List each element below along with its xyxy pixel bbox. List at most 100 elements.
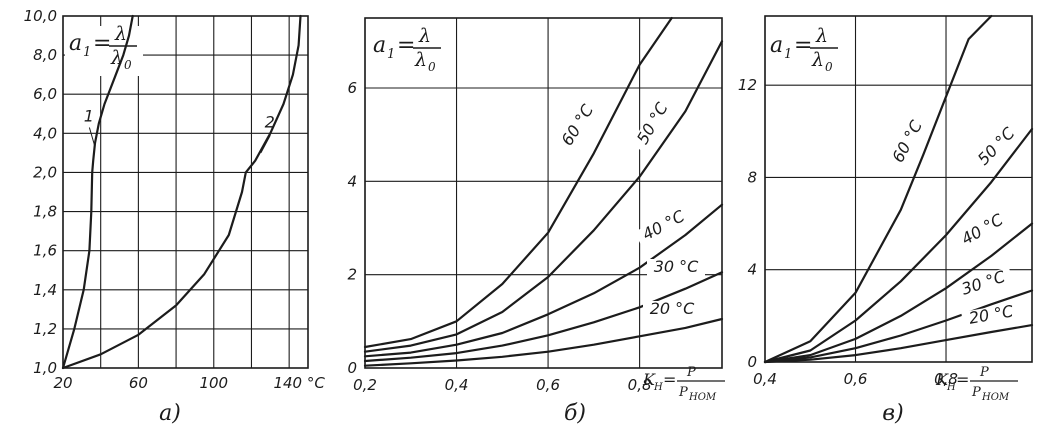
grid bbox=[62, 15, 308, 369]
curve-1 bbox=[61, 14, 134, 370]
y-tick-label: 2,0 bbox=[33, 163, 57, 181]
curve-50c bbox=[363, 40, 724, 353]
formula-denominator-subscript: 0 bbox=[428, 60, 436, 74]
curve-30c bbox=[763, 289, 1034, 364]
y-tick-label: 4 bbox=[747, 261, 757, 279]
y-tick-label: 1,4 bbox=[33, 281, 57, 299]
formula-numerator: λ bbox=[114, 23, 127, 45]
y-tick-label: 1,2 bbox=[33, 320, 57, 338]
curve-2 bbox=[61, 14, 302, 370]
curve-50c bbox=[763, 127, 1034, 364]
formula-numerator: λ bbox=[815, 25, 828, 47]
curve-1-leader bbox=[88, 127, 96, 148]
formula-a1: a 1 = λλ 0 bbox=[69, 23, 137, 72]
series-label-background bbox=[970, 120, 1024, 175]
series-label-background bbox=[953, 208, 1013, 253]
x-tick-label: 0,4 bbox=[753, 370, 777, 388]
xlabel-numerator: P bbox=[686, 365, 696, 380]
xlabel-denominator-subscript: НОМ bbox=[981, 392, 1010, 403]
x-tick-label: 0,6 bbox=[536, 376, 560, 394]
formula-equals: = bbox=[397, 33, 415, 58]
xlabel-equals: = bbox=[956, 370, 969, 389]
x-tick-label: 0,4 bbox=[445, 376, 469, 394]
x-tick-label: 0,8 bbox=[934, 370, 958, 388]
xlabel-k: K bbox=[935, 370, 949, 389]
y-tick-label: 1,8 bbox=[33, 203, 57, 221]
plot-frame bbox=[764, 15, 1033, 363]
xlabel-numerator: P bbox=[979, 365, 989, 380]
x-tick-label: 140 °C bbox=[273, 374, 325, 392]
x-axis-label: K Н = PP НОМ bbox=[935, 365, 1018, 403]
y-tick-label: 6,0 bbox=[33, 85, 57, 103]
series-label-background bbox=[643, 301, 701, 319]
panel-caption: б) bbox=[564, 401, 586, 426]
panel-a: 1,01,21,41,61,82,04,06,08,010,020 60 100 14… bbox=[24, 7, 326, 426]
curve-60c bbox=[763, 14, 993, 364]
series-label-background bbox=[961, 302, 1022, 330]
x-tick-label: 0,8 bbox=[628, 376, 652, 394]
curve-40c bbox=[363, 203, 724, 358]
plot-frame bbox=[364, 17, 723, 369]
x-tick-label: 0,6 bbox=[844, 370, 868, 388]
formula-lhs: a bbox=[373, 33, 386, 58]
formula-lhs: a bbox=[770, 33, 783, 58]
y-tick-label: 10,0 bbox=[24, 7, 57, 25]
curve-20c bbox=[363, 317, 724, 367]
formula-equals: = bbox=[93, 31, 111, 56]
series-label-background bbox=[886, 112, 931, 172]
series-label: 40 °C bbox=[958, 209, 1007, 248]
formula-denominator: λ bbox=[414, 49, 427, 71]
curve-40c bbox=[763, 222, 1034, 364]
series-label: 30 °C bbox=[654, 257, 699, 276]
series-label-background bbox=[631, 94, 676, 154]
y-tick-label: 8,0 bbox=[33, 46, 57, 64]
formula-a1: a 1 = λλ 0 bbox=[373, 25, 441, 74]
y-tick-label: 4 bbox=[347, 172, 357, 190]
formula-lhs-subscript: 1 bbox=[784, 47, 792, 62]
formula-denominator-subscript: 0 bbox=[825, 60, 833, 74]
y-tick-label: 0 bbox=[747, 353, 757, 371]
xlabel-denominator-subscript: НОМ bbox=[688, 392, 717, 403]
xlabel-k-subscript: Н bbox=[946, 382, 956, 393]
curve-1-label: 1 bbox=[84, 107, 94, 126]
formula-background bbox=[369, 26, 449, 76]
xlabel-denominator: P bbox=[971, 385, 981, 400]
x-tick-label: 20 bbox=[53, 374, 72, 392]
series-label-background bbox=[647, 259, 705, 277]
curve-2-leader bbox=[260, 135, 271, 154]
formula-numerator: λ bbox=[418, 25, 431, 47]
x-tick-label: 60 bbox=[129, 374, 148, 392]
curve-30c bbox=[363, 271, 724, 363]
formula-background bbox=[766, 26, 846, 76]
xlabel-k-subscript: Н bbox=[653, 382, 663, 393]
y-tick-label: 4,0 bbox=[33, 124, 57, 142]
curve-2-label: 2 bbox=[265, 112, 275, 131]
y-tick-label: 1,6 bbox=[33, 242, 57, 260]
xlabel-equals: = bbox=[663, 370, 676, 389]
formula-lhs-subscript: 1 bbox=[387, 47, 395, 62]
series-label: 60 °C bbox=[557, 100, 597, 149]
curve-20c bbox=[763, 324, 1034, 364]
plot-frame bbox=[62, 15, 309, 369]
formula-a1: a 1 = λλ 0 bbox=[770, 25, 838, 74]
y-tick-label: 12 bbox=[738, 76, 757, 94]
xlabel-denominator: P bbox=[678, 385, 688, 400]
x-tick-label: 0,2 bbox=[353, 376, 377, 394]
formula-lhs: a bbox=[69, 31, 82, 56]
y-tick-label: 6 bbox=[347, 79, 357, 97]
panel-caption: в) bbox=[882, 401, 903, 426]
y-tick-label: 0 bbox=[347, 359, 357, 377]
series-label: 20 °C bbox=[967, 301, 1015, 328]
curve-60c bbox=[363, 16, 673, 349]
xlabel-k: K bbox=[642, 370, 656, 389]
x-axis-label: K Н = PP НОМ bbox=[642, 365, 725, 403]
formula-equals: = bbox=[794, 33, 812, 58]
series-label-background bbox=[555, 96, 602, 156]
y-tick-label: 1,0 bbox=[33, 359, 57, 377]
y-tick-label: 8 bbox=[747, 168, 757, 186]
series-label: 30 °C bbox=[959, 267, 1008, 299]
y-tick-label: 2 bbox=[347, 266, 357, 284]
